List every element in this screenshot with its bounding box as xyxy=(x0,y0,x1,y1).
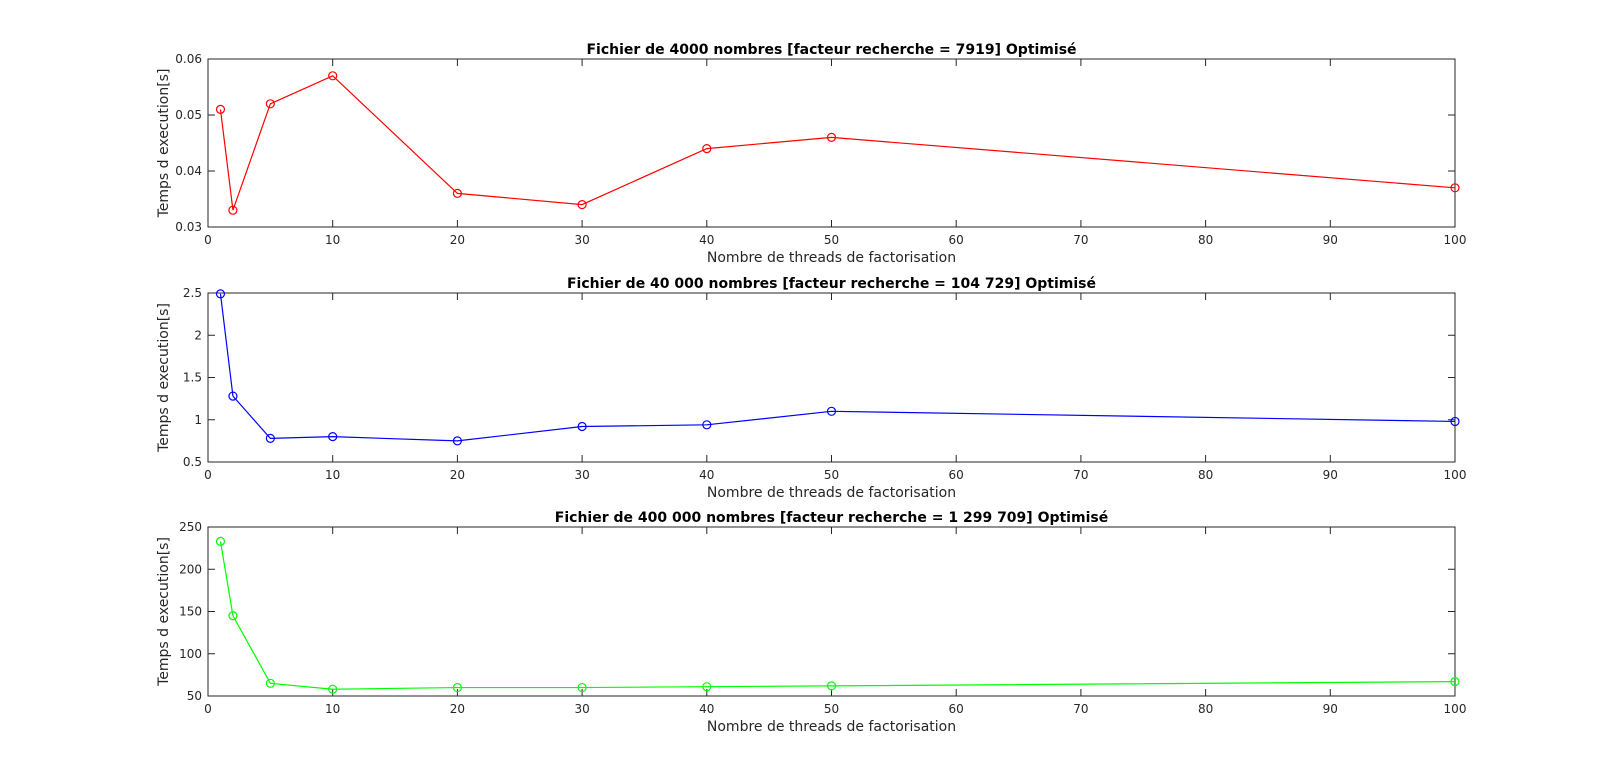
x-tick-label: 50 xyxy=(824,702,839,716)
x-tick-label: 0 xyxy=(204,468,212,482)
y-axis-label: Temps d execution[s] xyxy=(156,303,172,453)
data-point xyxy=(452,188,462,198)
y-tick-label: 0.5 xyxy=(183,455,202,469)
x-tick-label: 70 xyxy=(1073,468,1088,482)
axes-box xyxy=(207,58,1456,228)
x-tick-label: 70 xyxy=(1073,702,1088,716)
y-tick-label: 0.03 xyxy=(175,220,202,234)
data-point xyxy=(1450,677,1460,687)
data-point xyxy=(228,391,238,401)
y-tick-label: 100 xyxy=(179,647,202,661)
chart-title: Fichier de 4000 nombres [facteur recherc… xyxy=(586,42,1076,58)
data-point xyxy=(265,433,275,443)
data-point xyxy=(702,144,712,154)
x-tick-label: 10 xyxy=(325,233,340,247)
x-tick-label: 0 xyxy=(204,702,212,716)
y-tick-label: 150 xyxy=(179,605,202,619)
x-tick-label: 50 xyxy=(824,468,839,482)
data-point xyxy=(228,611,238,621)
x-tick-label: 50 xyxy=(824,233,839,247)
x-tick-label: 90 xyxy=(1323,702,1338,716)
data-point xyxy=(328,432,338,442)
x-tick-label: 20 xyxy=(450,233,465,247)
y-tick-label: 2 xyxy=(194,328,202,342)
x-tick-label: 100 xyxy=(1444,468,1467,482)
chart-panel-2: 0 10 20 30 40 50 60 70 80 90 100 0.5 1 1.5 2 2.5 Fichier… xyxy=(156,276,1466,501)
y-axis-label: Temps d execution[s] xyxy=(156,69,172,219)
data-point xyxy=(215,104,226,115)
x-tick-label: 60 xyxy=(949,702,964,716)
data-point xyxy=(577,682,587,693)
axes-box xyxy=(207,526,1456,697)
y-tick-label: 2.5 xyxy=(183,286,202,300)
x-axis-label: Nombre de threads de factorisation xyxy=(707,250,956,266)
x-tick-label: 40 xyxy=(699,233,714,247)
x-tick-label: 10 xyxy=(325,468,340,482)
x-tick-label: 80 xyxy=(1198,468,1213,482)
x-tick-label: 30 xyxy=(574,702,589,716)
x-tick-label: 100 xyxy=(1444,233,1467,247)
y-tick-label: 50 xyxy=(187,689,202,703)
data-point xyxy=(328,71,338,81)
data-point xyxy=(265,678,275,688)
y-tick-label: 0.05 xyxy=(175,108,202,122)
x-tick-label: 40 xyxy=(699,702,714,716)
data-point xyxy=(577,200,587,210)
chart-panel-1: 0 10 20 30 40 50 60 70 80 90 100 0.03 0.04 0.05 0.06 Fi… xyxy=(156,42,1466,266)
data-point xyxy=(577,421,587,432)
y-tick-label: 0.04 xyxy=(175,164,202,178)
data-point xyxy=(215,289,226,299)
x-tick-label: 60 xyxy=(949,468,964,482)
x-tick-label: 20 xyxy=(450,702,465,716)
axes-box xyxy=(207,292,1456,463)
data-point xyxy=(702,682,712,692)
y-tick-label: 250 xyxy=(179,520,202,534)
series-line-1 xyxy=(219,541,1456,690)
x-tick-label: 80 xyxy=(1198,702,1213,716)
x-axis-label: Nombre de threads de factorisation xyxy=(707,485,956,501)
x-tick-label: 70 xyxy=(1073,233,1088,247)
x-tick-label: 40 xyxy=(699,468,714,482)
x-tick-label: 0 xyxy=(204,233,212,247)
x-tick-label: 100 xyxy=(1444,702,1467,716)
data-point xyxy=(826,681,837,691)
data-point xyxy=(702,420,712,430)
data-point xyxy=(826,406,837,416)
data-point xyxy=(215,536,226,546)
x-tick-label: 80 xyxy=(1198,233,1213,247)
data-point xyxy=(265,99,275,109)
x-axis-label: Nombre de threads de factorisation xyxy=(707,719,956,735)
x-tick-label: 30 xyxy=(574,233,589,247)
x-tick-label: 90 xyxy=(1323,468,1338,482)
data-point xyxy=(452,436,462,446)
x-tick-label: 20 xyxy=(450,468,465,482)
y-axis-label: Temps d execution[s] xyxy=(156,537,172,687)
x-tick-label: 60 xyxy=(949,233,964,247)
series-line-1 xyxy=(219,293,1456,442)
x-tick-label: 10 xyxy=(325,702,340,716)
chart-panel-3: 0 10 20 30 40 50 60 70 80 90 100 50 100 150 200 250 Fich… xyxy=(156,510,1466,735)
data-point xyxy=(826,132,837,142)
x-tick-label: 90 xyxy=(1323,233,1338,247)
chart-title: Fichier de 400 000 nombres [facteur rech… xyxy=(555,510,1108,526)
y-tick-label: 0.06 xyxy=(175,52,202,66)
data-point xyxy=(452,682,462,693)
x-tick-label: 30 xyxy=(574,468,589,482)
y-tick-label: 1 xyxy=(194,413,202,427)
data-point xyxy=(1450,416,1460,427)
data-point xyxy=(1450,183,1460,193)
data-point xyxy=(328,684,338,694)
chart-title: Fichier de 40 000 nombres [facteur reche… xyxy=(567,276,1096,292)
data-point xyxy=(228,205,238,215)
y-tick-label: 1.5 xyxy=(183,371,202,385)
series-line-1 xyxy=(219,75,1456,211)
y-tick-label: 200 xyxy=(179,562,202,576)
